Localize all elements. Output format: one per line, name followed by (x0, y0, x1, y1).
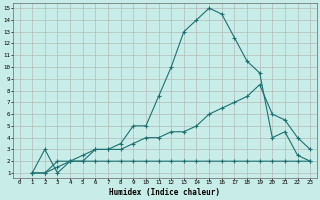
X-axis label: Humidex (Indice chaleur): Humidex (Indice chaleur) (109, 188, 220, 197)
